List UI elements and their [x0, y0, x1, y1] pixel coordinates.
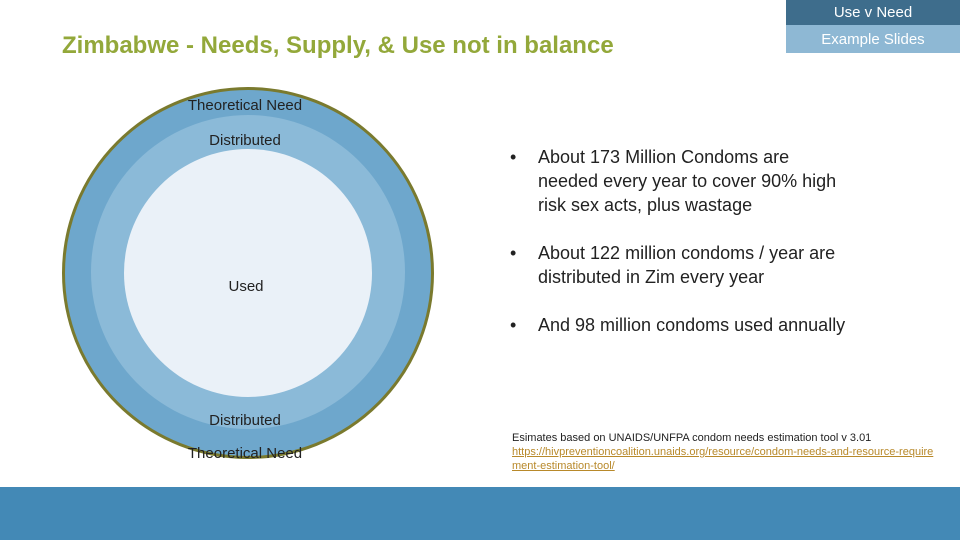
bullet-list: • About 173 Million Condoms are needed e… [510, 145, 850, 361]
bullet-text: About 173 Million Condoms are needed eve… [538, 147, 837, 215]
bullet-item: • About 122 million condoms / year are d… [510, 241, 850, 289]
distributed-top-label: Distributed [209, 132, 281, 149]
distributed-bottom-label: Distributed [209, 412, 281, 429]
theoretical-need-bottom-label: Theoretical Need [187, 445, 303, 462]
bullet-dot-icon: • [510, 243, 517, 263]
slide-title: Zimbabwe - Needs, Supply, & Use not in b… [62, 32, 614, 59]
bullet-item: • About 173 Million Condoms are needed e… [510, 145, 850, 217]
used-label: Used [228, 278, 264, 295]
source-link[interactable]: https://hivpreventioncoalition.unaids.or… [512, 446, 934, 472]
footer-bar [0, 487, 960, 540]
subsection-tag: Example Slides [786, 25, 960, 53]
source-note: Esimates based on UNAIDS/UNFPA condom ne… [512, 431, 942, 473]
theoretical-need-top-label: Theoretical Need [187, 97, 303, 114]
bullet-item: • And 98 million condoms used annually [510, 313, 850, 337]
bullet-dot-icon: • [510, 315, 517, 335]
bullet-dot-icon: • [510, 147, 517, 167]
source-text: Esimates based on UNAIDS/UNFPA condom ne… [512, 432, 872, 444]
used-circle [124, 149, 372, 397]
bullet-text: And 98 million condoms used annually [538, 315, 846, 335]
bullet-text: About 122 million condoms / year are dis… [538, 243, 836, 287]
section-tag: Use v Need [786, 0, 960, 25]
